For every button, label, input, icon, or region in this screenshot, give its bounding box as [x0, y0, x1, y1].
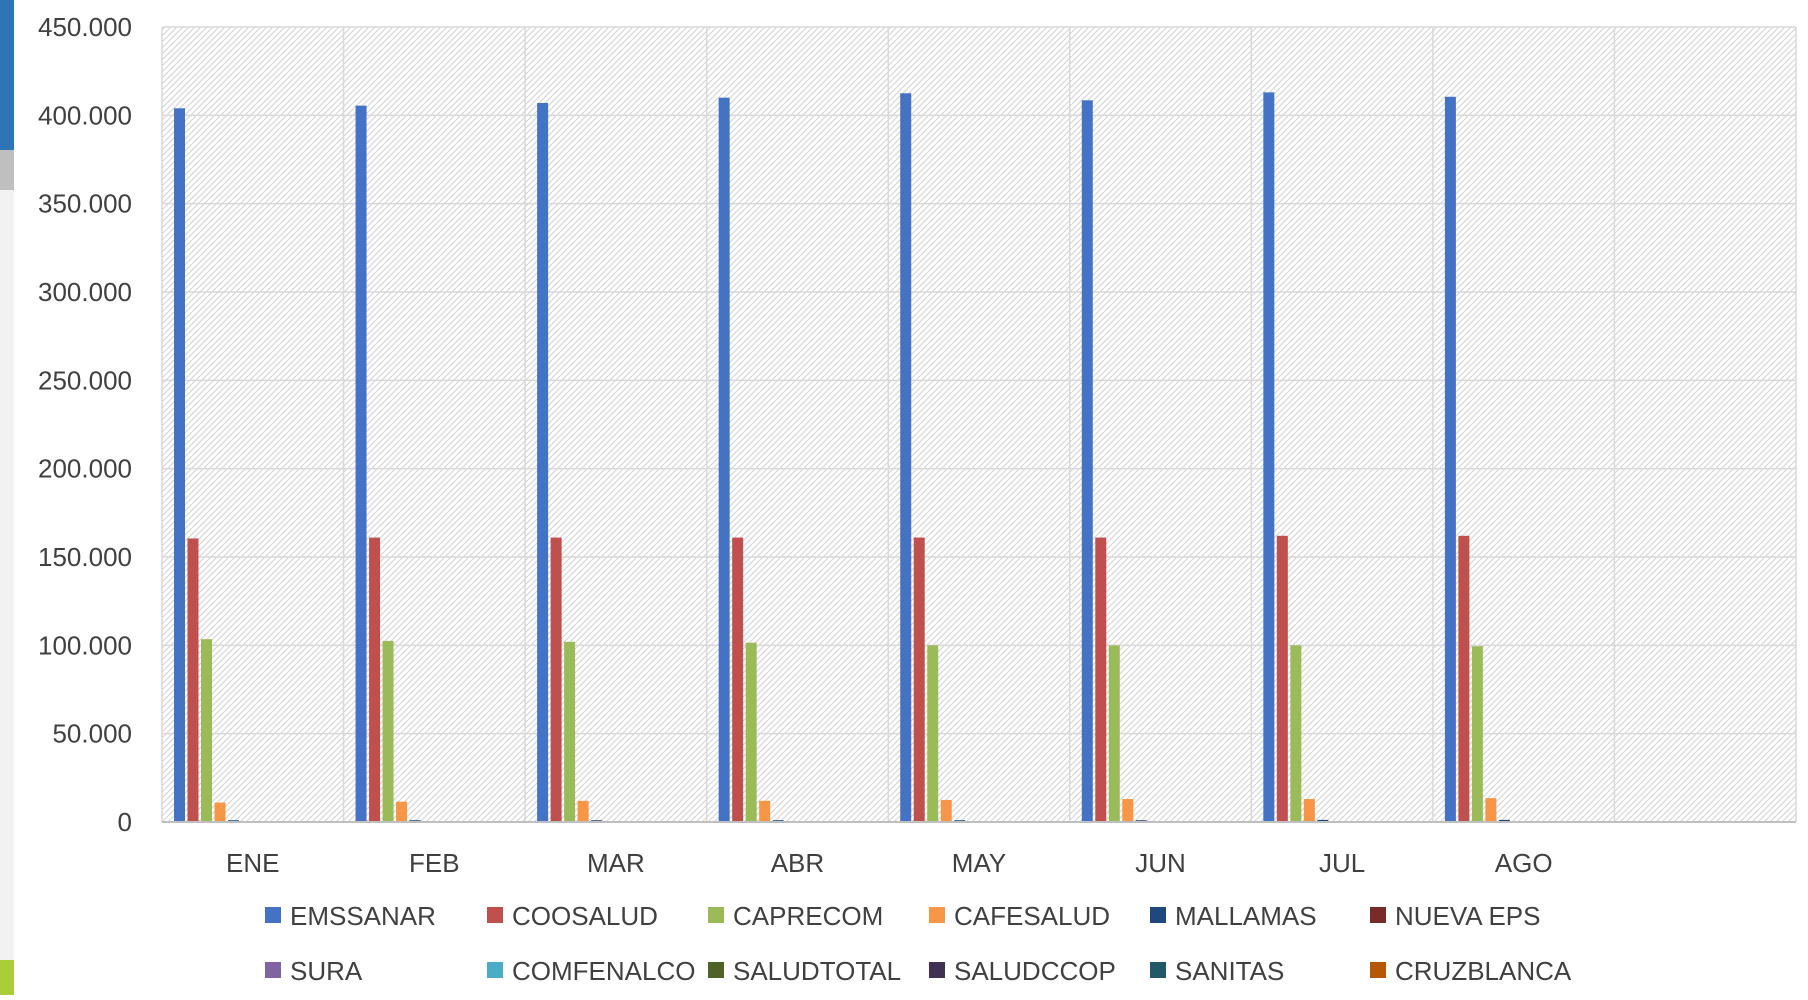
gridlines [161, 26, 1797, 823]
bar-mallamas-ago [1498, 819, 1510, 822]
x-tick-label: MAY [952, 848, 1006, 878]
bar-mallamas-jul [1317, 819, 1329, 822]
bar-cafesalud-ene [214, 802, 226, 822]
legend-label: NUEVA EPS [1395, 901, 1540, 931]
legend-label: CAFESALUD [954, 901, 1110, 931]
slide-edge-decoration-light [0, 190, 14, 960]
y-tick-label: 400.000 [38, 100, 132, 130]
y-tick-label: 450.000 [38, 12, 132, 42]
y-tick-label: 300.000 [38, 277, 132, 307]
legend-label: SALUDCCOP [954, 956, 1116, 986]
plot-area-background [162, 27, 1796, 822]
bar-emssanar-mar [537, 102, 549, 822]
legend-swatch [265, 962, 281, 978]
bar-emssanar-may [900, 93, 912, 822]
bar-coosalud-jun [1095, 537, 1107, 822]
y-tick-label: 350.000 [38, 189, 132, 219]
legend-swatch [929, 962, 945, 978]
bar-caprecom-feb [382, 640, 394, 822]
bar-caprecom-ene [201, 639, 212, 822]
bar-coosalud-ago [1458, 535, 1470, 822]
bar-emssanar-jul [1263, 92, 1275, 822]
y-tick-label: 100.000 [38, 630, 132, 660]
bar-emssanar-jun [1081, 100, 1093, 823]
legend-label: SURA [290, 956, 363, 986]
slide-edge-decoration-gray [0, 150, 14, 190]
y-tick-label: 200.000 [38, 454, 132, 484]
legend-swatch [708, 962, 724, 978]
bars [174, 92, 1605, 823]
x-tick-label: JUN [1135, 848, 1186, 878]
x-tick-label: AGO [1495, 848, 1553, 878]
legend-swatch [1150, 907, 1166, 923]
x-tick-label: JUL [1319, 848, 1365, 878]
bar-cafesalud-jun [1122, 799, 1134, 822]
bar-cafesalud-ago [1485, 798, 1497, 822]
legend: EMSSANAR COOSALUD CAPRECOM CAFESALUD MALLAMA… [265, 901, 1572, 986]
legend-label: CAPRECOM [733, 901, 883, 931]
bar-emssanar-feb [355, 105, 367, 822]
legend-swatch [1150, 962, 1166, 978]
bar-caprecom-mar [564, 641, 576, 822]
bar-emssanar-ene [174, 108, 185, 823]
legend-label: SANITAS [1175, 956, 1284, 986]
bar-caprecom-jun [1108, 645, 1120, 822]
axes: 0 50.000 100.000 150.000 200.000 250.000 300.0… [38, 12, 1796, 878]
x-tick-label: ENE [226, 848, 279, 878]
legend-label: MALLAMAS [1175, 901, 1317, 931]
y-tick-label: 250.000 [38, 365, 132, 395]
slide-edge-decoration-green [0, 960, 14, 995]
legend-label: EMSSANAR [290, 901, 436, 931]
bar-coosalud-ene [187, 538, 199, 822]
y-tick-label: 50.000 [52, 719, 132, 749]
legend-swatch [929, 907, 945, 923]
legend-swatch [265, 907, 281, 923]
legend-swatch [1370, 962, 1386, 978]
bar-emssanar-ago [1444, 96, 1456, 823]
bar-caprecom-abr [745, 642, 757, 822]
legend-swatch [487, 962, 503, 978]
bar-coosalud-abr [732, 537, 744, 822]
legend-label: COOSALUD [512, 901, 658, 931]
legend-swatch [487, 907, 503, 923]
y-tick-label: 150.000 [38, 542, 132, 572]
bar-coosalud-may [913, 537, 925, 822]
legend-swatch [708, 907, 724, 923]
bar-emssanar-abr [718, 97, 730, 822]
bar-caprecom-may [927, 645, 939, 822]
bar-cafesalud-mar [577, 800, 589, 822]
bar-cafesalud-may [940, 799, 952, 822]
bar-caprecom-jul [1290, 645, 1302, 822]
y-tick-label: 0 [118, 807, 132, 837]
bar-caprecom-ago [1471, 646, 1483, 822]
legend-swatch [1370, 907, 1386, 923]
slide-edge-decoration-blue [0, 0, 14, 150]
legend-label: CRUZBLANCA [1395, 956, 1572, 986]
legend-label: SALUDTOTAL [733, 956, 901, 986]
bar-coosalud-mar [550, 537, 562, 822]
x-tick-label: FEB [409, 848, 460, 878]
x-tick-label: MAR [587, 848, 645, 878]
x-tick-label: ABR [771, 848, 824, 878]
bar-coosalud-jul [1276, 535, 1288, 822]
bar-cafesalud-jul [1303, 799, 1315, 822]
bar-coosalud-feb [369, 537, 381, 822]
bar-cafesalud-feb [396, 801, 408, 822]
bar-cafesalud-abr [759, 800, 771, 822]
legend-label: COMFENALCO [512, 956, 695, 986]
